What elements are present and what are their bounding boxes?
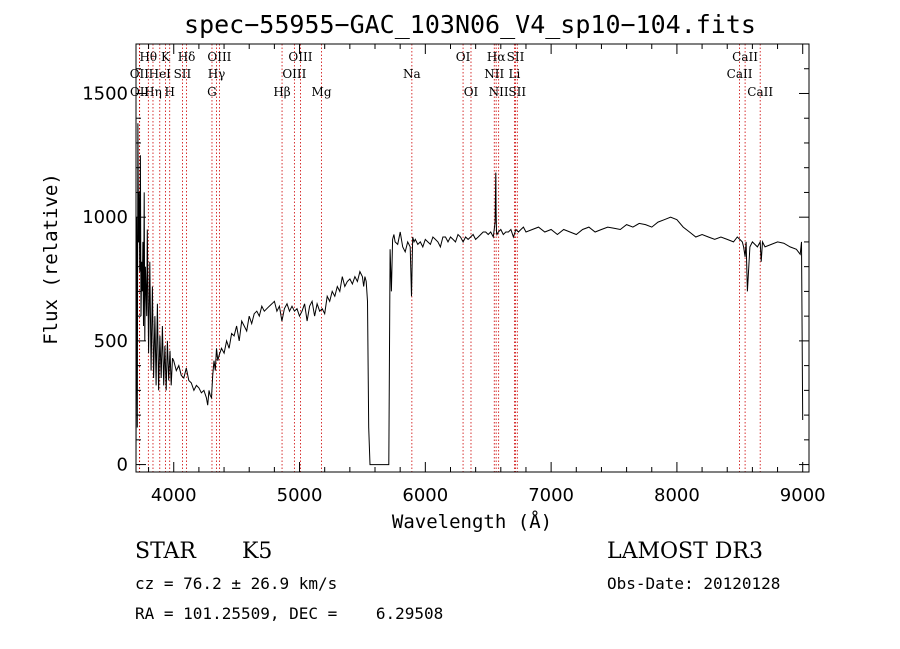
y-axis-label: Flux (relative) xyxy=(40,173,62,345)
x-tick-label: 6000 xyxy=(402,485,448,506)
obs-date-text: Obs-Date: 20120128 xyxy=(607,574,780,593)
x-axis-label: Wavelength (Å) xyxy=(392,510,552,533)
x-axis-ticks: 4000 5000 6000 7000 8000 9000 xyxy=(148,44,826,506)
spectral-line-label: OIII xyxy=(288,50,312,64)
x-tick-label: 5000 xyxy=(277,485,323,506)
spectral-line-label: HeI xyxy=(149,67,172,81)
spectral-line-label: K xyxy=(161,50,171,64)
x-tick-label: 8000 xyxy=(654,485,700,506)
y-tick-label: 1000 xyxy=(82,207,128,228)
y-tick-label: 0 xyxy=(117,455,128,476)
spectral-line-label: SII xyxy=(507,50,525,64)
spectral-line-label: SII xyxy=(508,85,526,99)
spectral-line-label: Na xyxy=(403,67,421,81)
x-tick-label: 4000 xyxy=(151,485,197,506)
plot-frame xyxy=(135,43,810,473)
y-tick-label: 500 xyxy=(94,331,128,352)
spectral-line-label: H xyxy=(164,85,174,99)
object-class: STAR xyxy=(135,539,197,564)
redshift-text: cz = 76.2 ± 26.9 km/s xyxy=(135,574,337,593)
spectral-line-markers xyxy=(138,44,761,472)
spectral-line-label: Hγ xyxy=(208,67,226,81)
spectral-line-label: OII xyxy=(130,85,150,99)
coordinates-text: RA = 101.25509, DEC = 6.29508 xyxy=(135,604,443,623)
spectral-line-label: OII xyxy=(130,67,150,81)
spectral-line-label: CaII xyxy=(747,85,773,99)
spectral-line-label: SII xyxy=(174,67,192,81)
spectral-line-label: OI xyxy=(464,85,479,99)
spectral-line-label: Li xyxy=(508,67,520,81)
x-tick-label: 7000 xyxy=(528,485,574,506)
chart-title: spec−55955−GAC_103N06_V4_sp10−104.fits xyxy=(184,10,756,39)
spectral-line-label: Mg xyxy=(312,85,332,99)
spectral-line-label: CaII xyxy=(727,67,753,81)
spectral-line-label: OI xyxy=(456,50,471,64)
spectral-line-label: Hη xyxy=(144,85,162,99)
spectral-line-label: G xyxy=(207,85,217,99)
object-subclass: K5 xyxy=(242,539,272,564)
spectral-line-label: Hβ xyxy=(273,85,290,99)
spectral-line-label: OIII xyxy=(207,50,231,64)
x-tick-label: 9000 xyxy=(780,485,826,506)
spectral-line-label: NII xyxy=(489,85,509,99)
survey-name: LAMOST DR3 xyxy=(607,539,763,564)
spectral-line-label: Hδ xyxy=(178,50,196,64)
y-tick-label: 1500 xyxy=(82,83,128,104)
spectral-line-label: CaII xyxy=(732,50,758,64)
spectral-line-label: Hθ xyxy=(139,50,157,64)
spectral-line-label: OIII xyxy=(282,67,306,81)
spectral-line-label: Hα xyxy=(487,50,506,64)
y-axis-ticks: 0 500 1000 1500 xyxy=(82,68,809,476)
spectrum-series-line xyxy=(135,123,804,466)
spectral-line-label: NII xyxy=(484,67,504,81)
